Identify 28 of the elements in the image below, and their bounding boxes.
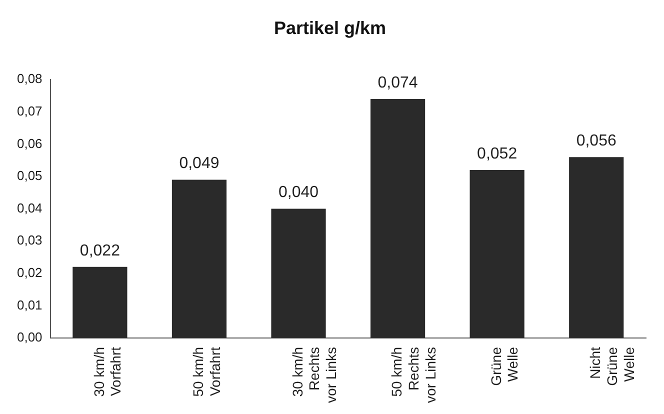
data-label: 0,074 <box>378 74 418 92</box>
y-tick-label: 0,04 <box>16 200 42 216</box>
bar <box>370 98 426 338</box>
bar <box>569 157 624 338</box>
y-tick-label: 0,07 <box>16 103 42 118</box>
x-tick-label: 50 km/h Vorfahrt <box>190 346 223 397</box>
chart-title: Partikel g/km <box>274 18 386 38</box>
x-tick-label: 30 km/h Vorfahrt <box>90 346 124 397</box>
bar <box>271 208 326 338</box>
data-label: 0,040 <box>278 184 319 202</box>
y-tick-label: 0,00 <box>16 330 42 345</box>
x-tick-label: Grüne Welle <box>488 346 521 386</box>
x-tick-label: Nicht Grüne Welle <box>587 346 637 386</box>
bar <box>470 170 524 338</box>
data-label: 0,056 <box>576 132 616 150</box>
x-tick-label: 30 km/h Rechts vor Links <box>289 346 339 404</box>
y-tick-label: 0,03 <box>16 232 42 248</box>
y-tick-label: 0,06 <box>16 136 42 151</box>
data-label: 0,049 <box>179 155 220 172</box>
x-tick-label: 50 km/h Rechts vor Links <box>388 346 438 404</box>
y-tick-label: 0,01 <box>16 297 42 312</box>
bar <box>172 180 227 338</box>
data-label: 0,022 <box>80 242 120 260</box>
y-tick-label: 0,02 <box>16 264 42 280</box>
y-tick-label: 0,08 <box>16 71 42 86</box>
y-tick-label: 0,05 <box>16 168 42 184</box>
bar <box>72 266 128 338</box>
data-label: 0,052 <box>477 145 518 162</box>
